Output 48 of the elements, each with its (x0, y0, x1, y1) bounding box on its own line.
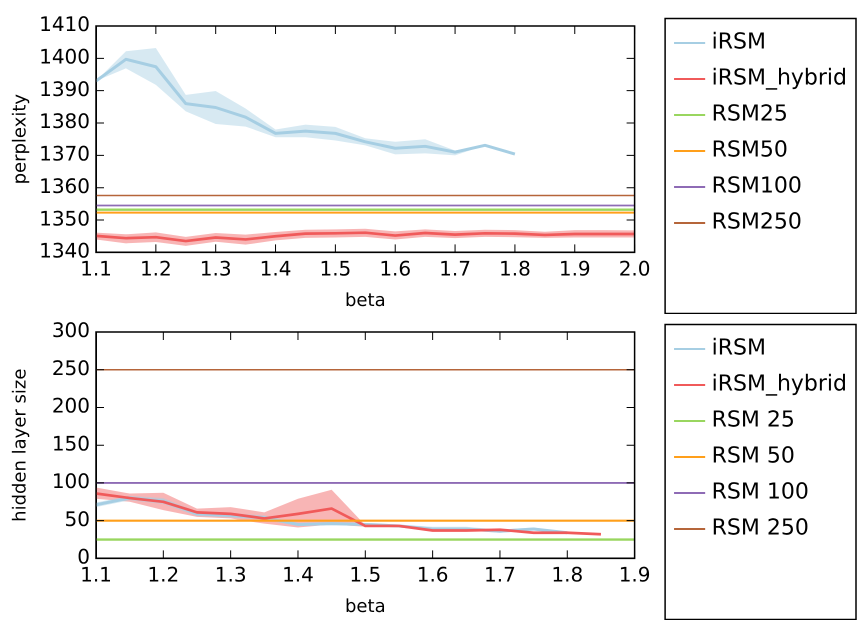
x-tick-label: 1.5 (349, 562, 382, 587)
x-tick-label: 1.1 (80, 256, 112, 281)
legend-label: iRSM_hybrid (712, 66, 848, 91)
legend-label: iRSM (712, 30, 766, 55)
y-tick-label: 100 (52, 469, 90, 494)
y-tick-label: 300 (52, 318, 90, 342)
legend-label: RSM250 (712, 210, 802, 235)
y-tick-label: 250 (52, 356, 90, 380)
y-axis-title: perplexity (9, 94, 30, 184)
x-tick-label: 1.2 (140, 256, 172, 281)
x-axis-title: beta (345, 596, 386, 617)
legend-label: RSM 50 (712, 444, 795, 469)
y-tick-label: 1360 (39, 174, 90, 198)
x-tick-label: 2.0 (618, 256, 651, 281)
legend-label: iRSM (712, 336, 766, 361)
legend-label: RSM25 (712, 102, 788, 127)
x-tick-label: 1.1 (80, 562, 112, 587)
x-tick-label: 1.3 (214, 562, 247, 587)
legend-label: RSM 250 (712, 516, 809, 541)
y-tick-label: 200 (52, 394, 90, 418)
x-tick-label: 1.5 (319, 256, 352, 281)
y-tick-label: 1350 (39, 206, 90, 230)
y-tick-label: 1390 (39, 76, 90, 101)
legend-label: RSM 100 (712, 480, 809, 505)
y-tick-label: 150 (52, 431, 90, 456)
x-tick-label: 1.4 (282, 562, 314, 587)
x-tick-label: 1.9 (618, 562, 651, 587)
x-tick-label: 1.8 (551, 562, 584, 587)
y-tick-label: 1380 (39, 109, 90, 134)
x-tick-label: 1.7 (484, 562, 516, 587)
x-tick-label: 1.6 (416, 562, 449, 587)
x-tick-label: 1.4 (260, 256, 292, 281)
y-tick-label: 50 (64, 506, 90, 531)
x-axis-title: beta (345, 290, 386, 311)
x-tick-label: 1.3 (200, 256, 232, 281)
x-tick-label: 1.2 (147, 562, 180, 587)
x-tick-label: 1.8 (499, 256, 531, 281)
legend-label: iRSM_hybrid (712, 372, 848, 397)
legend-label: RSM50 (712, 138, 788, 163)
y-tick-label: 1400 (39, 44, 90, 69)
y-tick-label: 1410 (39, 12, 90, 36)
x-tick-label: 1.9 (558, 256, 591, 281)
legend-label: RSM100 (712, 174, 802, 199)
x-tick-label: 1.6 (379, 256, 412, 281)
y-tick-label: 1370 (39, 142, 90, 166)
legend-label: RSM 25 (712, 408, 795, 433)
y-axis-title: hidden layer size (9, 368, 30, 522)
x-tick-label: 1.7 (439, 256, 471, 281)
